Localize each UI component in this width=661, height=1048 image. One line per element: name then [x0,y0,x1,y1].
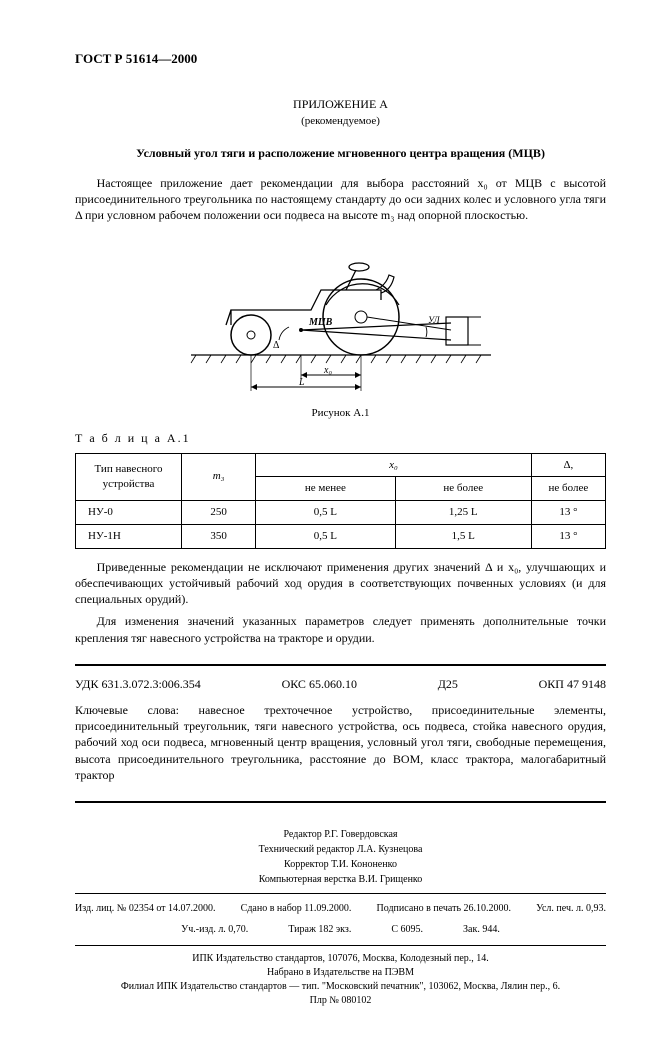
th-x0max: не более [395,477,531,501]
th-x0: x₀ [256,453,532,477]
standard-id: ГОСТ Р 51614—2000 [75,50,606,68]
layout-by: Компьютерная верстка В.И. Грищенко [75,872,606,887]
table-a1: Тип навесного устройства m₃ x₀ Δ, не мен… [75,453,606,549]
pub-ipk1: ИПК Издательство стандартов, 107076, Мос… [75,952,606,966]
tech-editor: Технический редактор Л.А. Кузнецова [75,842,606,857]
figure-a1: МЦВ УЛ Δ x₀ L Рисунок А.1 [75,235,606,420]
pub-row-2: Уч.-изд. л. 0,70. Тираж 182 экз. С 6095.… [75,923,606,937]
figure-caption: Рисунок А.1 [75,406,606,421]
pub-ipk2: Филиал ИПК Издательство стандартов — тип… [75,980,606,994]
tractor-diagram-svg: МЦВ УЛ Δ x₀ L [171,235,511,395]
pub-row-1: Изд. лиц. № 02354 от 14.07.2000. Сдано в… [75,902,606,916]
code-d25: Д25 [438,676,458,692]
divider-thin-1 [75,893,606,894]
pub-zak: Зак. 944. [463,923,500,937]
pub-c: С 6095. [391,923,423,937]
label-mcb: МЦВ [308,317,333,328]
th-delta: Δ, [531,453,605,477]
pub-lic: Изд. лиц. № 02354 от 14.07.2000. [75,902,216,916]
pub-pechat: Подписано в печать 26.10.2000. [377,902,511,916]
divider-thick-1 [75,664,606,666]
pub-nabor: Сдано в набор 11.09.2000. [241,902,352,916]
code-oks: ОКС 65.060.10 [282,676,357,692]
keywords: Ключевые слова: навесное трехточечное ус… [75,702,606,783]
paragraph-1: Настоящее приложение дает рекомендации д… [75,175,606,224]
appendix-subtitle: (рекомендуемое) [75,114,606,129]
label-delta: Δ [273,340,280,351]
code-okp: ОКП 47 9148 [539,676,606,692]
paragraph-3: Для изменения значений указанных парамет… [75,613,606,645]
colophon: Редактор Р.Г. Говердовская Технический р… [75,827,606,887]
pub-uch: Уч.-изд. л. 0,70. [181,923,248,937]
th-m3: m₃ [182,453,256,501]
th-deltamax: не более [531,477,605,501]
pub-tirazh: Тираж 182 экз. [288,923,351,937]
code-udc: УДК 631.3.072.3:006.354 [75,676,201,692]
publisher-block: ИПК Издательство стандартов, 107076, Мос… [75,952,606,1008]
corrector: Корректор Т.И. Кононенко [75,857,606,872]
table-label: Т а б л и ц а А.1 [75,430,606,446]
divider-thick-2 [75,801,606,803]
section-heading: Условный угол тяги и расположение мгнове… [75,145,606,161]
divider-thin-2 [75,945,606,946]
pub-nabrano: Набрано в Издательстве на ПЭВМ [75,966,606,980]
appendix-title: ПРИЛОЖЕНИЕ А [75,96,606,112]
pub-plr: Плр № 080102 [75,994,606,1008]
classification-codes: УДК 631.3.072.3:006.354 ОКС 65.060.10 Д2… [75,676,606,692]
paragraph-2: Приведенные рекомендации не исключают пр… [75,559,606,608]
label-L: L [298,377,305,388]
pub-usl: Усл. печ. л. 0,93. [536,902,606,916]
label-ua: УЛ [428,315,440,325]
table-row: НУ-1Н 350 0,5 L 1,5 L 13 ° [76,525,606,549]
th-x0min: не менее [256,477,395,501]
th-type: Тип навесного устройства [76,453,182,501]
table-row: НУ-0 250 0,5 L 1,25 L 13 ° [76,501,606,525]
editor: Редактор Р.Г. Говердовская [75,827,606,842]
label-x0: x₀ [323,365,332,376]
